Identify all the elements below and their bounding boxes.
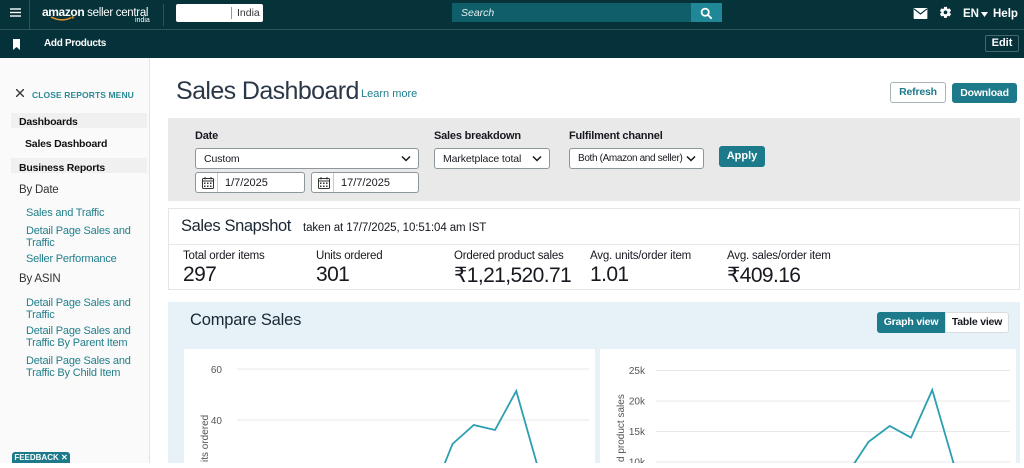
svg-text:60: 60 — [211, 365, 223, 376]
svg-text:20k: 20k — [629, 397, 646, 408]
svg-text:its ordered: its ordered — [200, 415, 211, 462]
svg-text:25k: 25k — [629, 366, 646, 377]
svg-text:40: 40 — [211, 416, 223, 427]
svg-text:d product sales: d product sales — [616, 394, 627, 462]
svg-text:15k: 15k — [629, 427, 646, 438]
svg-text:10k: 10k — [629, 458, 646, 464]
